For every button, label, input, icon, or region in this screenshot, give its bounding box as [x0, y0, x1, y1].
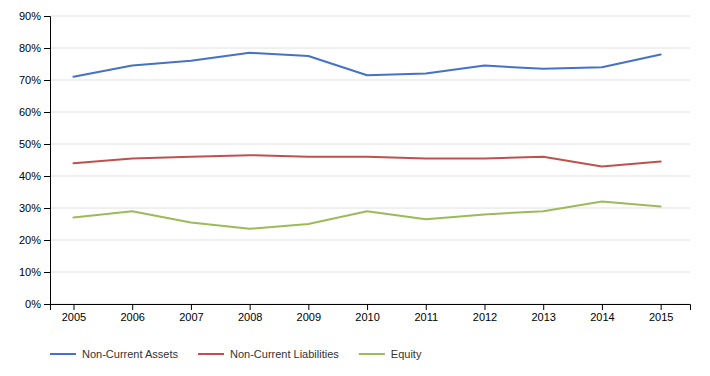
y-tick-mark: [44, 304, 50, 305]
x-tick-mark: [426, 304, 427, 310]
grid-line: [50, 208, 690, 209]
y-tick-mark: [44, 176, 50, 177]
grid-line: [50, 80, 690, 81]
y-tick: 20%: [19, 234, 50, 246]
x-tick: 2007: [179, 304, 203, 323]
y-tick-mark: [44, 48, 50, 49]
y-tick-mark: [44, 144, 50, 145]
y-tick-mark: [44, 240, 50, 241]
x-axis-line: [51, 305, 691, 311]
x-tick-mark: [484, 304, 485, 310]
y-tick-label: 10%: [19, 266, 41, 278]
y-tick-label: 0%: [25, 298, 41, 310]
legend: Non-Current Assets Non-Current Liabilitie…: [50, 348, 422, 360]
plot: 2005 2006 2007 2008 2009 2010 2011 2012 2013 2014…: [19, 10, 691, 323]
y-axis: 0% 10% 20% 30% 40% 50% 60% 70% 80% 90%: [19, 10, 51, 310]
y-tick: 10%: [19, 266, 50, 278]
x-axis: 2005 2006 2007 2008 2009 2010 2011 2012 2013 2014…: [51, 304, 691, 323]
grid-line: [50, 112, 690, 113]
x-tick-label: 2015: [649, 311, 673, 323]
x-tick-mark: [191, 304, 192, 310]
y-tick-label: 60%: [19, 106, 41, 118]
x-tick: 2005: [62, 304, 86, 323]
y-axis-line: [44, 17, 51, 305]
x-tick: 2010: [355, 304, 379, 323]
x-tick-label: 2011: [414, 311, 438, 323]
x-tick: 2012: [473, 304, 497, 323]
x-tick-label: 2013: [531, 311, 555, 323]
x-tick-label: 2007: [179, 311, 203, 323]
x-tick: 2014: [590, 304, 614, 323]
x-tick: 2015: [649, 304, 673, 323]
x-tick-mark: [367, 304, 368, 310]
y-tick-label: 50%: [19, 138, 41, 150]
legend-swatch: [359, 353, 385, 355]
grid: [50, 16, 690, 304]
y-tick-label: 20%: [19, 234, 41, 246]
x-tick: 2011: [414, 304, 438, 323]
y-tick-mark: [44, 272, 50, 273]
grid-line: [50, 272, 690, 273]
series-line: [73, 53, 660, 77]
x-tick-label: 2010: [355, 311, 379, 323]
x-tick-mark: [661, 304, 662, 310]
x-tick: 2013: [531, 304, 555, 323]
y-tick: 90%: [19, 10, 50, 22]
x-tick: 2006: [120, 304, 144, 323]
x-tick-label: 2009: [297, 311, 321, 323]
grid-line: [50, 240, 690, 241]
x-tick-label: 2008: [238, 311, 262, 323]
y-tick-mark: [44, 208, 50, 209]
x-tick: 2008: [238, 304, 262, 323]
series-line: [73, 202, 660, 229]
legend-swatch: [198, 353, 224, 355]
y-tick-label: 80%: [19, 42, 41, 54]
y-tick-label: 30%: [19, 202, 41, 214]
x-tick-mark: [132, 304, 133, 310]
series-line: [73, 155, 660, 166]
x-tick-label: 2005: [62, 311, 86, 323]
legend-label: Non-Current Liabilities: [230, 348, 339, 360]
y-tick: 60%: [19, 106, 50, 118]
grid-line: [50, 16, 690, 17]
legend-swatch: [50, 353, 76, 355]
y-tick: 30%: [19, 202, 50, 214]
y-tick-label: 70%: [19, 74, 41, 86]
x-tick-mark: [543, 304, 544, 310]
y-tick: 80%: [19, 42, 50, 54]
legend-label: Equity: [391, 348, 422, 360]
legend-item: Non-Current Assets: [50, 348, 178, 360]
grid-line: [50, 176, 690, 177]
grid-line: [50, 48, 690, 49]
y-tick-label: 90%: [19, 10, 41, 22]
y-tick-mark: [44, 112, 50, 113]
legend-item: Equity: [359, 348, 422, 360]
chart: 2005 2006 2007 2008 2009 2010 2011 2012 2013 2014…: [0, 0, 710, 376]
y-tick: 0%: [25, 298, 50, 310]
y-tick-mark: [44, 16, 50, 17]
y-tick: 50%: [19, 138, 50, 150]
legend-item: Non-Current Liabilities: [198, 348, 339, 360]
x-tick: 2009: [297, 304, 321, 323]
y-tick: 40%: [19, 170, 50, 182]
x-tick-mark: [73, 304, 74, 310]
x-tick-mark: [308, 304, 309, 310]
grid-line: [50, 144, 690, 145]
x-tick-label: 2006: [120, 311, 144, 323]
y-tick-label: 40%: [19, 170, 41, 182]
x-tick-mark: [602, 304, 603, 310]
x-tick-mark: [250, 304, 251, 310]
legend-label: Non-Current Assets: [82, 348, 178, 360]
lines: [73, 53, 660, 229]
x-tick-label: 2012: [473, 311, 497, 323]
x-tick-label: 2014: [590, 311, 614, 323]
y-tick-mark: [44, 80, 50, 81]
y-tick: 70%: [19, 74, 50, 86]
